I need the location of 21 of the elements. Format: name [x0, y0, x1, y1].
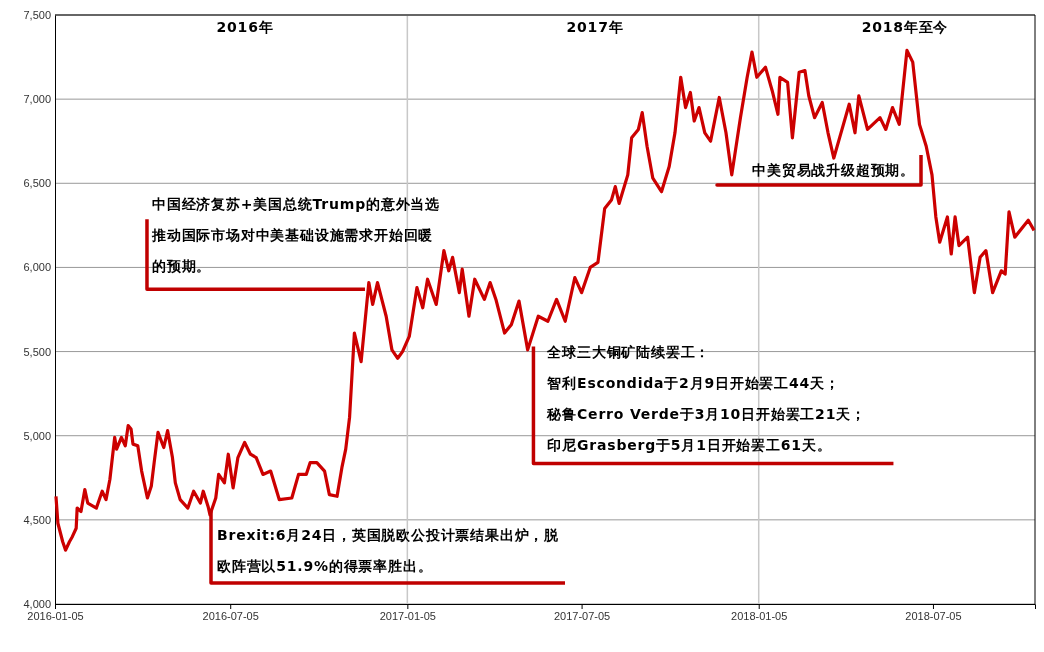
x-tick-label: 2017-01-05 — [379, 609, 436, 622]
y-tick-label: 6,500 — [23, 177, 51, 190]
y-tick-label: 6,000 — [23, 261, 51, 274]
annotation: 中美贸易战升级超预期。 — [752, 162, 915, 178]
y-tick-label: 7,000 — [23, 93, 51, 106]
y-tick-label: 7,500 — [23, 9, 51, 22]
y-tick-label: 5,500 — [23, 345, 51, 358]
y-tick-label: 4,500 — [23, 513, 51, 526]
x-tick-label: 2016-07-05 — [202, 609, 259, 622]
x-tick-label: 2018-01-05 — [731, 609, 788, 622]
annotation: 2017年 — [566, 19, 624, 35]
annotation: 中国经济复苏+美国总统Trump的意外当选推动国际市场对中美基础设施需求开始回暖的预期。 — [150, 196, 441, 275]
annotation: Brexit:6月24日，英国脱欧公投计票结果出炉，脱欧阵营以51.9%的得票率胜出。 — [217, 527, 560, 574]
x-tick-label: 2018-07-05 — [905, 609, 962, 622]
y-tick-label: 4,000 — [23, 598, 51, 611]
x-tick-label: 2016-01-05 — [27, 609, 84, 622]
x-tick-label: 2017-07-05 — [553, 609, 611, 622]
annotation: 2018年至今 — [861, 19, 949, 35]
annotation: 全球三大铜矿陆续罢工：智利Escondida于2月9日开始罢工44天；秘鲁Cerro Verde于3月10日开始罢工21天；印尼Grasberg于5月1日开始罢工61天。 — [546, 343, 866, 453]
y-tick-label: 5,000 — [23, 429, 51, 442]
annotation: 2016年 — [216, 19, 274, 35]
